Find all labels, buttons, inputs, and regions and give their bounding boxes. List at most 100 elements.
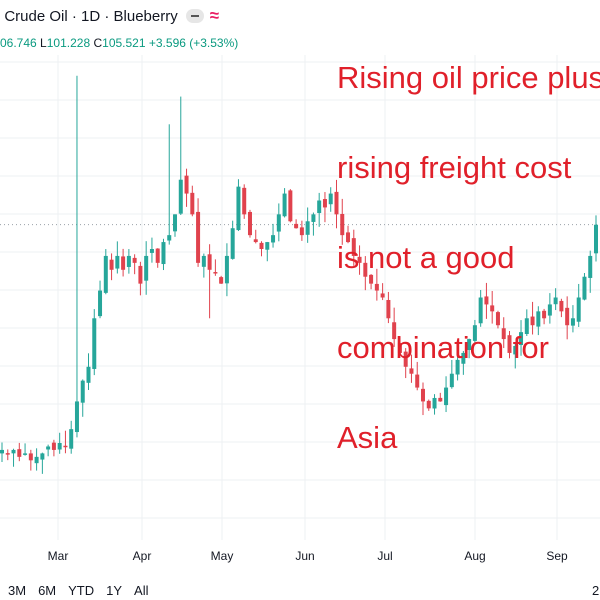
candle-body xyxy=(311,214,316,222)
candle-body xyxy=(386,299,391,319)
candle-body xyxy=(46,446,51,450)
candle-body xyxy=(588,255,593,278)
candle-body xyxy=(34,456,39,464)
candle-body xyxy=(524,318,529,335)
candle-body xyxy=(530,316,535,326)
range-selector: 3M 6M YTD 1Y All xyxy=(0,583,154,598)
x-tick-label: Mar xyxy=(48,549,69,563)
candle-body xyxy=(340,213,345,236)
candle-body xyxy=(74,401,79,433)
candle-body xyxy=(415,374,420,388)
x-tick-label: Apr xyxy=(133,549,152,563)
candle-body xyxy=(397,342,402,353)
candle-body xyxy=(449,373,454,388)
candle-body xyxy=(426,400,431,409)
candle-body xyxy=(357,256,362,263)
candle-body xyxy=(444,387,449,406)
candle-body xyxy=(265,242,270,250)
candle-body xyxy=(363,262,368,277)
candle-body xyxy=(219,277,224,284)
candle-body xyxy=(369,274,374,284)
candle-body xyxy=(184,175,189,194)
close-label: C xyxy=(93,36,103,50)
candle-body xyxy=(317,200,322,214)
candle-body xyxy=(121,256,126,270)
range-button-6m[interactable]: 6M xyxy=(38,583,57,598)
candle-body xyxy=(536,311,541,327)
annotation-line: combination for xyxy=(337,330,549,365)
candle-body xyxy=(392,322,397,340)
annotation-text: Rising oil price plus rising freight cos… xyxy=(337,10,600,505)
candle-body xyxy=(420,388,425,402)
candle-body xyxy=(86,366,91,383)
candle-body xyxy=(247,211,252,236)
candle-body xyxy=(0,449,4,454)
candle-body xyxy=(351,238,356,256)
candle-body xyxy=(155,248,160,263)
candle-body xyxy=(559,300,564,312)
candle-body xyxy=(115,255,120,269)
candle-body xyxy=(144,255,149,281)
candle-body xyxy=(92,318,97,369)
low-label: L xyxy=(40,36,47,50)
x-tick-label: May xyxy=(211,549,234,563)
candle-body xyxy=(207,254,212,270)
candle-body xyxy=(201,255,206,267)
candle-body xyxy=(57,443,62,450)
candle-body xyxy=(490,305,495,312)
candle-body xyxy=(513,346,518,355)
candle-body xyxy=(299,227,304,236)
candle-body xyxy=(224,255,229,284)
candle-body xyxy=(322,199,327,208)
candle-body xyxy=(346,232,351,243)
candle-body xyxy=(236,186,241,231)
candle-body xyxy=(547,304,552,316)
range-button-3m[interactable]: 3M xyxy=(8,583,27,598)
candle-body xyxy=(28,453,33,461)
range-button-1y[interactable]: 1Y xyxy=(106,583,123,598)
candle-body xyxy=(230,228,235,259)
indicator-wave-icon[interactable]: ≈ xyxy=(209,6,220,25)
corner-fragment: 2 xyxy=(592,583,600,598)
collapse-icon[interactable] xyxy=(185,9,204,23)
candle-body xyxy=(294,223,299,229)
candle-body xyxy=(582,276,587,300)
candle-body xyxy=(63,445,68,448)
candle-body xyxy=(478,297,483,324)
candle-body xyxy=(438,397,443,402)
range-button-all[interactable]: All xyxy=(134,583,149,598)
candle-body xyxy=(80,380,85,403)
candle-body xyxy=(461,352,466,364)
annotation-line: is not a good xyxy=(337,240,515,275)
candle-body xyxy=(519,332,524,346)
close-value: 105.521 xyxy=(102,36,146,50)
candle-body xyxy=(542,310,547,319)
candle-body xyxy=(380,293,385,298)
candle-body xyxy=(5,453,10,455)
candle-body xyxy=(409,368,414,374)
candle-body xyxy=(276,214,281,232)
chart-header: I Crude Oil · 1D · Blueberry ≈ xyxy=(0,6,219,26)
candle-body xyxy=(69,429,74,449)
candle-body xyxy=(167,235,172,241)
candle-body xyxy=(570,318,575,326)
candle-body xyxy=(11,449,16,454)
candle-body xyxy=(17,449,22,457)
candle-body xyxy=(553,297,558,305)
symbol-title[interactable]: I Crude Oil · 1D · Blueberry xyxy=(0,7,178,25)
annotation-line: Rising oil price plus xyxy=(337,60,600,95)
candle-body xyxy=(173,214,178,232)
candle-body xyxy=(138,265,143,284)
candle-body xyxy=(403,351,408,367)
candle-body xyxy=(149,249,154,253)
candle-body xyxy=(576,297,581,322)
low-value: 101.228 xyxy=(46,36,91,50)
range-button-ytd[interactable]: YTD xyxy=(68,583,95,598)
x-tick-label: Jul xyxy=(377,549,392,563)
candle-body xyxy=(126,255,131,267)
x-tick-label: Aug xyxy=(464,549,485,563)
candle-body xyxy=(594,224,598,254)
candle-body xyxy=(305,221,310,235)
